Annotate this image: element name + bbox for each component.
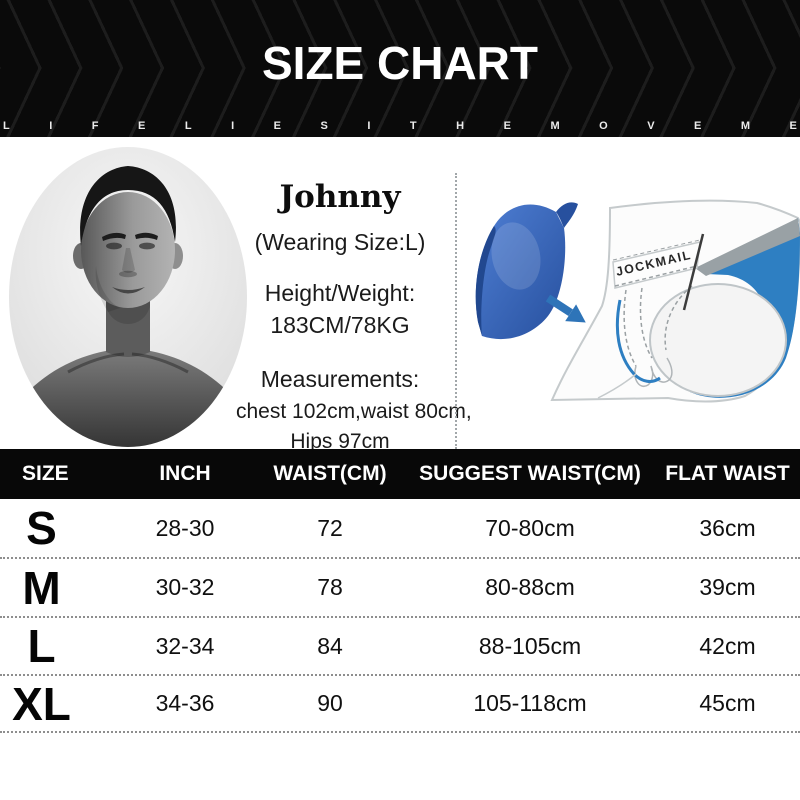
suggest-waist-value: 105-118cm: [473, 690, 587, 716]
ticker-letter: E: [694, 120, 702, 132]
size-label: L: [27, 620, 56, 672]
flat-waist-value: 36cm: [699, 514, 756, 541]
col-size: SIZE: [22, 462, 69, 485]
ticker-letter: F: [91, 120, 99, 132]
col-waist-cm: WAIST(CM): [273, 462, 387, 485]
inch-value: 34-36: [155, 690, 215, 716]
ticker-letter: L: [184, 120, 192, 132]
ticker-letter: E: [273, 120, 282, 132]
brief-rear: [649, 283, 787, 397]
suggest-waist-value: 70-80cm: [485, 514, 575, 541]
waist-value: 78: [317, 574, 343, 600]
model-info-section: Johnny (Wearing Size:L) Height/Weight: 1…: [0, 137, 800, 453]
inch-value: 30-32: [155, 574, 215, 600]
table-row: M 30-32 78 80-88cm 39cm: [0, 559, 800, 618]
ticker-letter: I: [231, 120, 235, 132]
ticker-letter: M: [740, 120, 751, 132]
inch-value: 28-30: [155, 514, 215, 541]
ticker-letter: M: [550, 120, 560, 132]
measurements-line1: chest 102cm,waist 80cm,: [236, 400, 472, 423]
size-label: XL: [12, 677, 71, 730]
model-photo: [9, 147, 247, 447]
ticker-letter: L: [3, 120, 10, 132]
arrow-icon: [545, 294, 586, 323]
height-weight-value: 183CM/78KG: [270, 312, 410, 338]
model-description: Johnny (Wearing Size:L) Height/Weight: 1…: [236, 179, 472, 454]
size-label: M: [22, 561, 61, 614]
ticker-letter: S: [320, 120, 328, 132]
brief-seam-dashes: [623, 285, 693, 367]
height-weight-label: Height/Weight:: [264, 280, 416, 306]
ticker-letter: V: [647, 120, 655, 132]
ticker-letter: E: [789, 120, 797, 132]
fit-indicator-line: [682, 233, 705, 311]
portrait-face: [81, 192, 175, 308]
measurements-line2: Hips 97cm: [290, 430, 390, 453]
dashed-divider: [455, 173, 457, 449]
inch-value: 32-34: [155, 632, 215, 659]
table-row: S 28-30 72 70-80cm 36cm: [0, 499, 800, 559]
brief-pouch-outline: [634, 357, 673, 387]
brief-diagram: JOCKMAIL: [550, 199, 800, 403]
col-suggest-waist: SUGGEST WAIST(CM): [419, 462, 641, 485]
waist-value: 72: [317, 514, 343, 541]
model-name: Johnny: [279, 179, 401, 215]
brief-gray-stripe: [695, 218, 800, 276]
table-body: S 28-30 72 70-80cm 36cm M 30-32 78 80-88…: [0, 499, 800, 733]
ticker-letter: I: [367, 120, 371, 132]
product-illustration: JOCKMAIL: [475, 199, 800, 403]
ticker-letter: O: [599, 120, 608, 132]
flat-waist-value: 42cm: [699, 632, 756, 659]
ticker-letter: I: [49, 120, 53, 132]
portrait-hair: [80, 166, 176, 246]
table-header-row: SIZE INCH WAIST(CM) SUGGEST WAIST(CM) FL…: [0, 449, 800, 499]
table-row: L 32-34 84 88-105cm 42cm: [0, 618, 800, 676]
size-label: S: [26, 502, 57, 554]
page-title: SIZE CHART: [262, 37, 538, 89]
suggest-waist-value: 80-88cm: [485, 574, 575, 600]
suggest-waist-value: 88-105cm: [478, 632, 582, 659]
ticker-letters: L I F E L I E S I T H E M O V E M E: [0, 120, 800, 132]
ticker-letter: E: [503, 120, 511, 132]
flat-waist-value: 45cm: [699, 690, 756, 716]
ticker-letter: E: [138, 120, 146, 132]
ticker-letter: H: [456, 120, 465, 132]
brief-waistband: [612, 241, 701, 289]
brief-pouch-piping: [615, 299, 661, 383]
hip-pad-icon: [475, 202, 578, 340]
table-row: XL 34-36 90 105-118cm 45cm: [0, 676, 800, 733]
flat-waist-value: 39cm: [699, 574, 756, 600]
chevron-pattern-top: [0, 0, 800, 68]
header-banner: SIZE CHART L I F E L I E S I T H E M O V…: [0, 0, 800, 137]
ticker-letter: T: [409, 120, 417, 132]
measurements-label: Measurements:: [260, 366, 420, 392]
waist-value: 84: [317, 632, 343, 659]
col-inch: INCH: [159, 462, 211, 485]
waist-value: 90: [317, 690, 343, 716]
model-wearing-size: (Wearing Size:L): [254, 229, 426, 255]
col-flat-waist: FLAT WAIST: [665, 462, 790, 485]
chevron-pattern-bottom: [0, 68, 800, 137]
